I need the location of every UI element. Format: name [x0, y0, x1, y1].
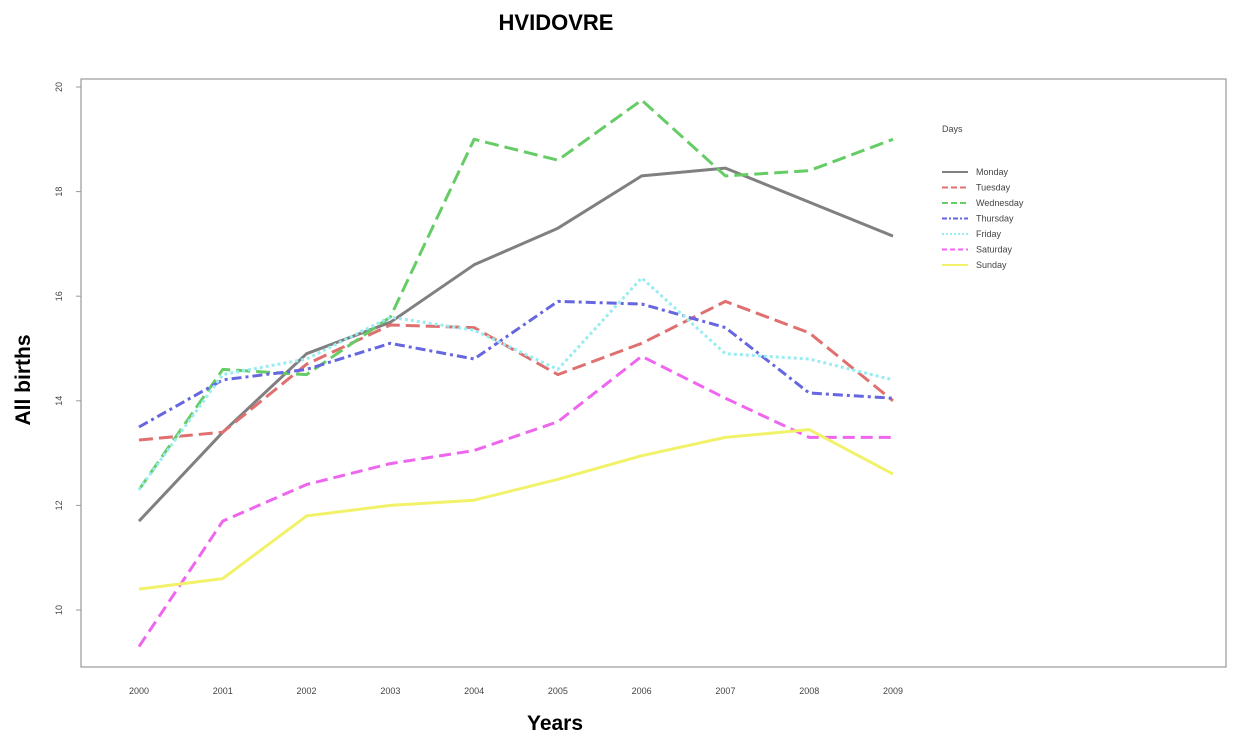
series-line-friday — [137, 276, 894, 491]
y-tick-label: 14 — [54, 396, 64, 406]
x-tick-label: 2005 — [548, 686, 568, 696]
series-line-thursday — [138, 299, 894, 429]
plot-area-frame — [80, 78, 1227, 668]
legend-label-thursday: Thursday — [976, 214, 1014, 224]
chart-title: HVIDOVRE — [498, 10, 614, 35]
legend-label-friday: Friday — [976, 229, 1002, 239]
legend-label-tuesday: Tuesday — [976, 183, 1011, 193]
x-tick-label: 2004 — [464, 686, 484, 696]
y-tick-label: 10 — [54, 605, 64, 615]
y-tick-label: 18 — [54, 187, 64, 197]
series-line-tuesday — [138, 299, 894, 442]
legend-label-monday: Monday — [976, 167, 1009, 177]
x-tick-label: 2000 — [129, 686, 149, 696]
series-line-sunday — [138, 428, 894, 591]
y-tick-label: 20 — [54, 82, 64, 92]
series-line-saturday — [137, 354, 893, 648]
y-tick-label: 12 — [54, 500, 64, 510]
series-lines — [137, 98, 894, 648]
legend-title: Days — [942, 124, 963, 134]
x-axis: 2000 2001 2002 2003 2004 2005 2006 2007 2008 2009 — [129, 686, 903, 696]
x-axis-title: Years — [527, 712, 583, 735]
x-tick-label: 2009 — [883, 686, 903, 696]
x-tick-label: 2006 — [632, 686, 652, 696]
legend: Days Monday Tuesday Wednesday Thursday Friday… — [942, 124, 1024, 270]
legend-label-wednesday: Wednesday — [976, 198, 1024, 208]
x-tick-label: 2007 — [715, 686, 735, 696]
y-axis-title: All births — [12, 334, 35, 425]
y-tick-label: 16 — [54, 291, 64, 301]
x-tick-label: 2002 — [297, 686, 317, 696]
legend-label-sunday: Sunday — [976, 260, 1007, 270]
x-tick-label: 2001 — [213, 686, 233, 696]
x-tick-label: 2003 — [380, 686, 400, 696]
y-axis: 10 12 14 16 18 20 — [54, 82, 81, 615]
x-tick-label: 2008 — [799, 686, 819, 696]
series-line-wednesday — [137, 98, 894, 491]
legend-label-saturday: Saturday — [976, 245, 1013, 255]
series-line-monday — [137, 166, 894, 523]
